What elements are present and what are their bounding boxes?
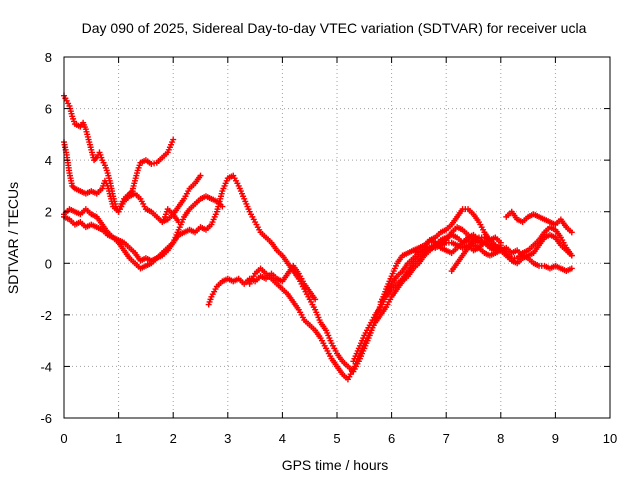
data-series [350,224,575,365]
x-tick-label: 7 [443,431,450,446]
y-tick-label: -6 [40,411,52,426]
y-tick-label: 2 [45,205,52,220]
x-tick-label: 2 [170,431,177,446]
y-tick-label: -4 [40,359,52,374]
data-series [159,172,204,226]
x-tick-label: 3 [224,431,231,446]
x-tick-label: 9 [552,431,559,446]
data-point [568,252,575,259]
x-axis-label: GPS time / hours [282,457,389,473]
data-series [448,231,575,275]
data-point [568,265,575,272]
axis-ticks: 0 1 2 3 4 5 6 7 8 9 10 -6 -4 -2 0 2 4 6 8 [40,50,617,446]
x-tick-label: 1 [115,431,122,446]
x-tick-label: 4 [279,431,286,446]
data-point [159,219,166,226]
data-series [503,208,575,236]
x-tick-label: 8 [497,431,504,446]
y-axis-label: SDTVAR / TECUs [5,182,21,294]
chart-title: Day 090 of 2025, Sidereal Day-to-day VTE… [82,20,587,36]
x-tick-label: 10 [603,431,617,446]
data-series [377,239,575,305]
x-tick-label: 6 [388,431,395,446]
y-tick-label: 8 [45,50,52,65]
y-tick-label: 0 [45,256,52,271]
y-tick-label: 4 [45,153,52,168]
data-point [170,136,177,143]
series-layer [61,92,575,383]
x-tick-label: 5 [333,431,340,446]
y-tick-label: 6 [45,102,52,117]
data-series [205,262,319,308]
data-point [568,229,575,236]
data-point [312,296,319,303]
data-point [497,239,504,246]
y-tick-label: -2 [40,308,52,323]
x-tick-label: 0 [60,431,67,446]
